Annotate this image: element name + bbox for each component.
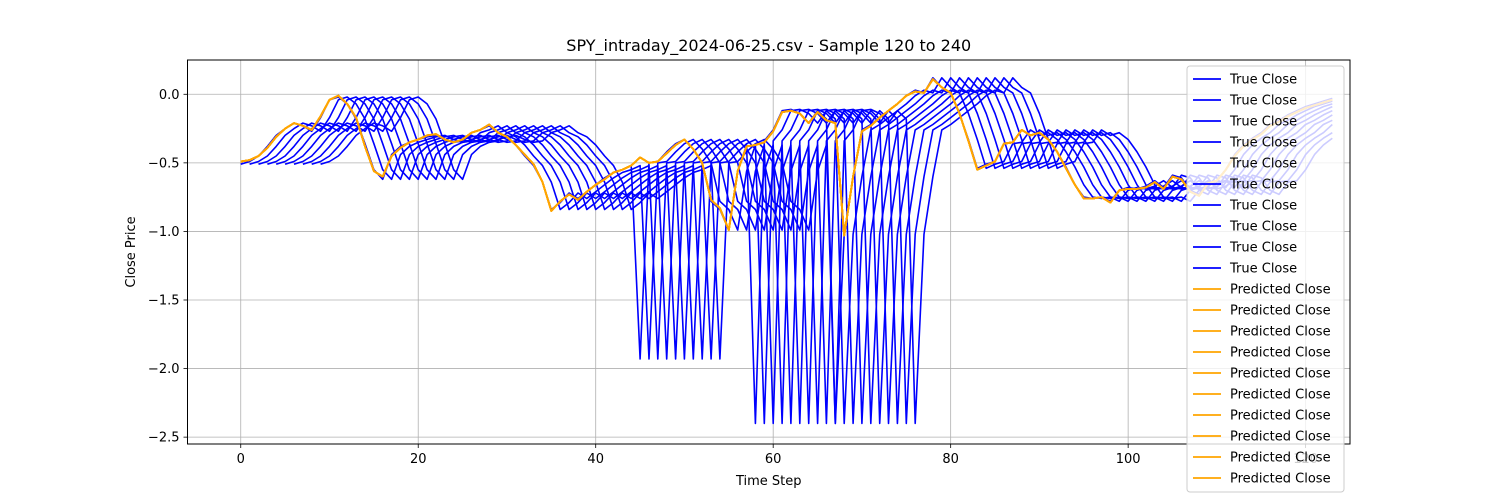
legend-label: Predicted Close: [1230, 283, 1331, 298]
x-tick-label: 60: [765, 452, 782, 467]
legend-label: True Close: [1229, 136, 1297, 151]
legend-label: Predicted Close: [1230, 451, 1331, 466]
y-tick-label: −1.0: [148, 225, 180, 240]
legend-label: Predicted Close: [1230, 388, 1331, 403]
predicted-close-line: [240, 78, 1333, 237]
legend-label: True Close: [1229, 94, 1297, 109]
legend-label: Predicted Close: [1230, 367, 1331, 382]
x-axis-title: Time Step: [735, 474, 802, 489]
y-tick-label: −1.5: [148, 294, 180, 309]
grid: [187, 60, 1350, 444]
x-tick-label: 100: [1116, 452, 1141, 467]
y-axis-title: Close Price: [124, 216, 139, 287]
true-close-line: [311, 77, 1333, 425]
legend-label: True Close: [1229, 157, 1297, 172]
legend-label: True Close: [1229, 178, 1297, 193]
legend-label: Predicted Close: [1230, 346, 1331, 361]
legend-label: True Close: [1229, 241, 1297, 256]
chart-title: SPY_intraday_2024-06-25.csv - Sample 120…: [566, 36, 971, 56]
legend-label: Predicted Close: [1230, 325, 1331, 340]
true-close-line: [267, 77, 1333, 425]
legend: True Close True Close True Close True Close…: [1186, 65, 1345, 493]
series-layer: [240, 77, 1333, 425]
y-tick-label: 0.0: [159, 88, 180, 103]
x-tick-label: 80: [942, 452, 959, 467]
x-tick-label: 0: [237, 452, 245, 467]
y-tick-label: −2.5: [148, 431, 180, 446]
legend-label: Predicted Close: [1230, 472, 1331, 487]
legend-label: True Close: [1229, 199, 1297, 214]
true-close-line: [293, 77, 1333, 425]
legend-label: Predicted Close: [1230, 304, 1331, 319]
legend-box: [1186, 65, 1345, 493]
x-tick-label: 20: [410, 452, 427, 467]
legend-label: True Close: [1229, 262, 1297, 277]
legend-label: True Close: [1229, 115, 1297, 130]
true-close-line: [258, 77, 1333, 425]
legend-label: Predicted Close: [1230, 409, 1331, 424]
legend-label: Predicted Close: [1230, 430, 1331, 445]
legend-label: True Close: [1229, 73, 1297, 88]
true-close-line: [275, 77, 1333, 425]
y-tick-label: −2.0: [148, 362, 180, 377]
legend-label: True Close: [1229, 220, 1297, 235]
true-close-line: [320, 77, 1333, 425]
x-tick-label: 40: [587, 452, 604, 467]
plot-frame: [187, 59, 1351, 445]
y-tick-label: −0.5: [148, 156, 180, 171]
